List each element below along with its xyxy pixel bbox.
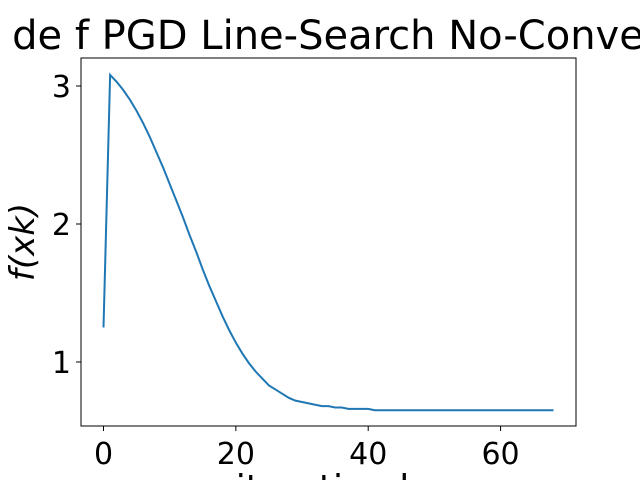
y-tick-label: 2 xyxy=(52,208,71,243)
y-tick-label: 1 xyxy=(52,346,71,381)
x-tick-label: 60 xyxy=(481,437,519,472)
line-series xyxy=(102,72,554,412)
x-axis-label: iteration k xyxy=(236,468,421,480)
y-axis-label: f(xk) xyxy=(3,203,43,281)
x-tick-label: 20 xyxy=(217,437,255,472)
chart-title: de f PGD Line-Search No-Conve xyxy=(12,13,640,59)
plot-frame xyxy=(80,57,577,427)
x-tick-label: 0 xyxy=(94,437,113,472)
x-tick-label: 40 xyxy=(349,437,387,472)
y-tick-label: 3 xyxy=(52,70,71,105)
